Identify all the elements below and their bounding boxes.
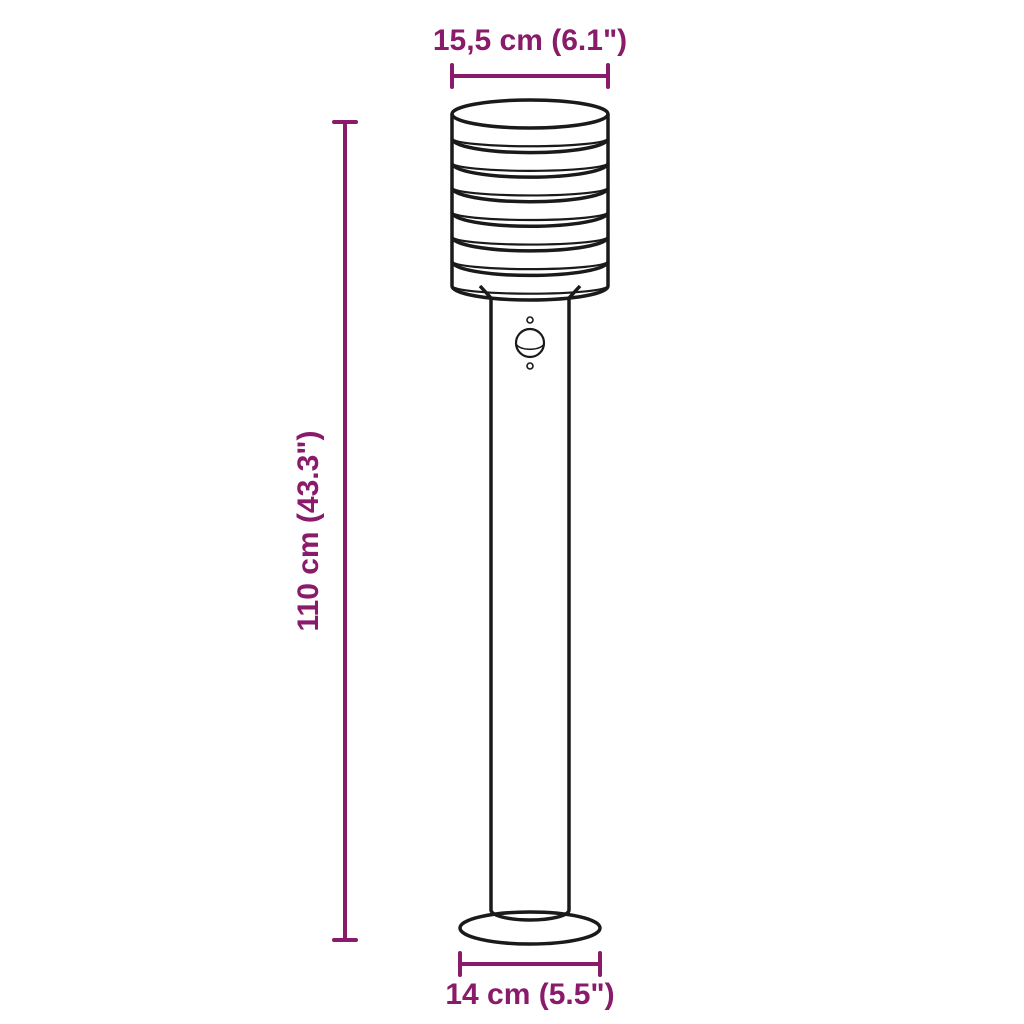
lamp-drawing [452,100,608,944]
dimension-base-width-label: 14 cm (5.5") [445,978,614,1011]
lamp-base-plate [460,912,600,944]
lamp-louver-head [452,100,608,300]
dimension-top-width: 15,5 cm (6.1") [433,24,627,87]
motion-sensor [516,329,544,357]
dimensions: 110 cm (43.3") 15,5 cm (6.1") 14 cm (5.5") [292,24,627,1011]
dimension-top-width-label: 15,5 cm (6.1") [433,24,627,57]
dimension-height: 110 cm (43.3") [292,122,356,940]
dimension-base-width: 14 cm (5.5") [445,953,614,1011]
sensor-adjust-bottom [527,363,533,369]
sensor-adjust-top [527,317,533,323]
dimension-height-label: 110 cm (43.3") [292,430,325,631]
